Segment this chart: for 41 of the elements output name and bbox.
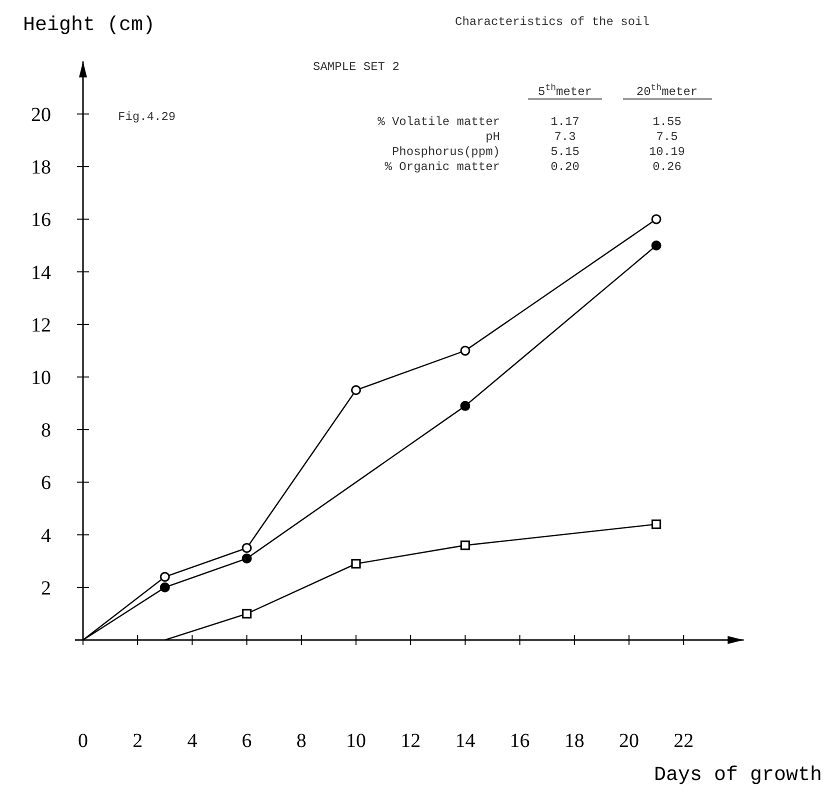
- annotation: 10.19: [648, 145, 686, 159]
- annotation: % Organic matter: [384, 160, 500, 174]
- y-tick-label: 8: [41, 420, 51, 442]
- x-tick-label: 10: [346, 730, 366, 752]
- y-tick-label: 2: [41, 577, 51, 600]
- x-tick-label: 22: [674, 730, 694, 752]
- annotation: 5$^{th}$meter: [538, 83, 592, 99]
- y-tick-label: 18: [31, 156, 51, 179]
- x-axis-title: Days of growth: [654, 764, 822, 787]
- annotation: 0.20: [550, 160, 580, 174]
- y-tick-label: 14: [31, 262, 51, 284]
- x-tick-label: 14: [455, 730, 476, 752]
- x-tick-label: 8: [296, 730, 306, 752]
- y-tick-label: 6: [41, 472, 51, 494]
- text: Characteristics of the soil: [455, 15, 650, 29]
- annotation: 7.5: [656, 130, 678, 144]
- y-tick-label: 16: [31, 209, 51, 232]
- x-tick-label: 18: [564, 730, 584, 752]
- y-tick-label: 10: [31, 367, 51, 389]
- annotation: % Volatile matter: [378, 115, 500, 129]
- x-tick-label: 12: [400, 730, 421, 752]
- annotation: 7.3: [554, 130, 576, 144]
- x-tick-label: 0: [78, 730, 88, 752]
- annotation: pH: [486, 130, 500, 144]
- x-tick-label: 20: [619, 730, 639, 752]
- x-tick-label: 6: [242, 730, 252, 752]
- annotation: 1.17: [550, 115, 580, 129]
- y-axis-title: Height (cm): [23, 14, 156, 37]
- annotation: SAMPLE SET 2: [313, 60, 400, 74]
- annotation: 20$^{th}$meter: [636, 83, 698, 99]
- x-tick-label: 4: [187, 730, 198, 752]
- annotation: 1.55: [652, 115, 682, 129]
- y-tick-label: 4: [41, 524, 51, 547]
- annotation: Phosphorus(ppm): [392, 145, 500, 159]
- annotation: 0.26: [652, 160, 682, 174]
- x-tick-label: 16: [510, 730, 530, 752]
- x-tick-label: 2: [132, 730, 143, 752]
- y-tick-label: 12: [31, 314, 51, 336]
- y-tick-label: 20: [31, 104, 51, 126]
- annotation: 5.15: [550, 145, 580, 159]
- annotation: Fig.4.29: [118, 110, 176, 124]
